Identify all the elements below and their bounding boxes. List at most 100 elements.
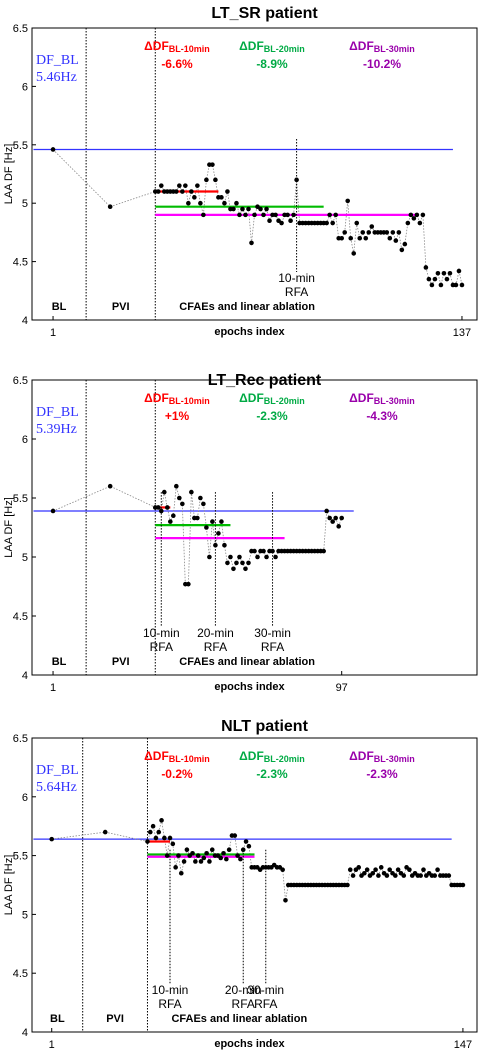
x-tick-label: 137 [453, 327, 471, 339]
data-point [177, 183, 182, 188]
data-point [333, 212, 338, 218]
phase-label-pvi: PVI [112, 656, 130, 668]
delta-value: +1% [165, 409, 190, 423]
data-point [348, 235, 354, 241]
delta-value: -2.3% [256, 767, 288, 781]
y-axis-label: LAA DF [Hz] [3, 144, 15, 205]
data-point [222, 542, 227, 548]
x-tick-label: 97 [336, 682, 348, 694]
rfa-marker-label: 30-min [254, 626, 291, 640]
data-point [333, 515, 338, 521]
data-point [350, 873, 356, 878]
data-point [159, 818, 164, 823]
rfa-marker-label: RFA [232, 997, 255, 1011]
data-point [171, 513, 176, 518]
data-point [357, 235, 363, 241]
data-point [225, 560, 230, 566]
data-point [162, 835, 167, 841]
data-point [423, 265, 429, 270]
rfa-marker-label: 10-min [278, 271, 315, 285]
delta-label: ΔDFBL-20min [239, 391, 305, 406]
data-point [201, 212, 206, 218]
data-point [435, 270, 441, 276]
delta-value: -6.6% [161, 57, 193, 71]
y-axis-label: LAA DF [Hz] [3, 497, 15, 558]
data-point [49, 836, 55, 842]
data-point [232, 833, 238, 838]
df-bl-label: DF_BL [36, 53, 79, 68]
y-tick-label: 6 [22, 81, 28, 93]
data-point [156, 829, 162, 835]
data-point [107, 483, 113, 489]
data-point [204, 850, 209, 856]
data-point [195, 515, 200, 521]
data-point [384, 873, 390, 878]
phase-label-ablation: CFAEs and linear ablation [179, 301, 315, 313]
data-point [189, 189, 194, 194]
data-point [246, 206, 251, 212]
data-point [288, 218, 293, 224]
data-point [218, 855, 224, 861]
df-bl-value: 5.39Hz [36, 422, 77, 437]
data-point [173, 865, 178, 870]
plot-frame [31, 379, 478, 676]
data-point [402, 241, 408, 247]
data-point [456, 268, 462, 274]
data-point [174, 189, 179, 194]
y-axis-label: LAA DF [Hz] [3, 855, 15, 916]
data-point [294, 177, 299, 183]
data-point [198, 859, 204, 864]
delta-label: ΔDFBL-20min [239, 749, 305, 764]
data-point [181, 859, 187, 864]
df-bl-value: 5.46Hz [36, 70, 77, 85]
data-point [234, 560, 239, 566]
series-connector [52, 485, 343, 585]
data-point [198, 495, 203, 501]
data-point [366, 230, 372, 235]
data-point [195, 853, 201, 858]
data-point [405, 220, 411, 226]
data-point [444, 276, 450, 282]
data-point [228, 554, 233, 560]
phase-label-bl: BL [52, 301, 67, 313]
delta-label: ΔDFBL-10min [144, 391, 210, 406]
data-point [364, 867, 370, 873]
data-point [189, 489, 194, 495]
data-point [264, 554, 269, 560]
data-point [283, 897, 288, 903]
rfa-marker-label: RFA [254, 997, 277, 1011]
y-tick-label: 4.5 [13, 611, 28, 623]
delta-value: -0.2% [161, 767, 193, 781]
x-axis-label: epochs index [214, 1038, 285, 1050]
data-point [161, 489, 167, 495]
data-point [360, 230, 366, 235]
data-point [237, 554, 242, 560]
data-point [235, 853, 240, 858]
data-point [186, 581, 191, 587]
data-point [243, 212, 248, 218]
y-tick-label: 5 [22, 198, 28, 210]
data-point [285, 212, 290, 218]
data-point [280, 867, 285, 873]
data-point [446, 873, 452, 878]
data-point [50, 508, 56, 514]
data-point [107, 204, 113, 210]
plot-frame [31, 27, 478, 321]
data-point [362, 870, 367, 876]
delta-label: ΔDFBL-20min [239, 39, 305, 54]
data-point [158, 508, 164, 514]
data-point [246, 843, 252, 849]
data-point [165, 505, 170, 510]
data-point [426, 276, 432, 282]
data-point [407, 867, 412, 873]
data-point [234, 200, 239, 206]
data-point [453, 282, 459, 288]
data-point [240, 847, 246, 853]
data-point [231, 566, 236, 572]
data-point [192, 195, 197, 200]
data-point [435, 867, 440, 873]
data-point [327, 515, 332, 521]
x-tick-label: 147 [454, 1039, 472, 1051]
data-point [432, 276, 438, 282]
